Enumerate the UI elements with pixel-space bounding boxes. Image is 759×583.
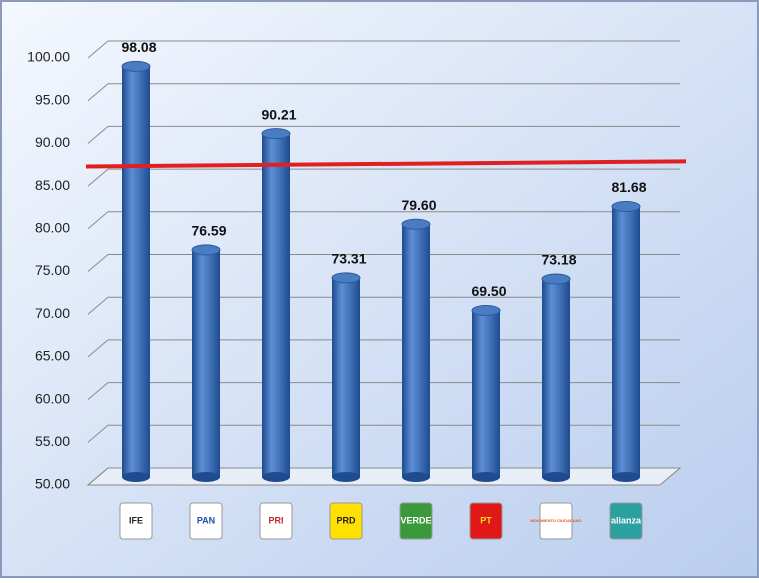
x-tick-label: VERDE bbox=[400, 515, 431, 525]
y-tick-label: 65.00 bbox=[35, 348, 70, 364]
logo bbox=[399, 502, 433, 540]
logo bbox=[189, 502, 223, 540]
data-label: 98.08 bbox=[121, 39, 156, 55]
logo bbox=[609, 502, 643, 540]
bar bbox=[192, 249, 220, 477]
data-label: 69.50 bbox=[471, 283, 506, 299]
y-tick-label: 100.00 bbox=[27, 49, 70, 65]
bar bbox=[542, 279, 570, 477]
data-label: 76.59 bbox=[191, 223, 226, 239]
logo bbox=[119, 502, 153, 540]
grid-line bbox=[87, 296, 680, 315]
x-tick-label: PRI bbox=[268, 515, 283, 525]
logo bbox=[259, 502, 293, 540]
y-tick-label: 60.00 bbox=[35, 390, 70, 406]
bar-base bbox=[472, 472, 500, 482]
data-label: 81.68 bbox=[611, 179, 646, 195]
bar bbox=[472, 310, 500, 477]
bar-base bbox=[332, 472, 360, 482]
bar bbox=[262, 133, 290, 477]
y-tick-label: 55.00 bbox=[35, 433, 70, 449]
bar-top bbox=[331, 272, 361, 284]
x-tick-label: IFE bbox=[129, 515, 143, 525]
bar bbox=[612, 206, 640, 477]
grid-line bbox=[87, 254, 680, 272]
logo bbox=[539, 502, 573, 540]
y-tick-label: 70.00 bbox=[35, 305, 70, 321]
bar-top bbox=[541, 273, 571, 285]
grid-line bbox=[87, 211, 680, 230]
bar-base bbox=[122, 472, 150, 482]
reference-line bbox=[85, 159, 687, 169]
bar-top bbox=[401, 218, 431, 230]
logo bbox=[329, 502, 363, 540]
x-tick-label: PRD bbox=[336, 515, 356, 525]
data-label: 73.18 bbox=[541, 252, 576, 268]
bar-base bbox=[612, 472, 640, 482]
y-tick-label: 80.00 bbox=[35, 220, 70, 236]
y-tick-label: 50.00 bbox=[35, 476, 70, 492]
bar-top bbox=[121, 60, 151, 72]
data-label: 79.60 bbox=[401, 197, 436, 213]
bar-top bbox=[261, 128, 291, 140]
data-label: 90.21 bbox=[261, 106, 296, 122]
grid-line bbox=[87, 83, 680, 102]
y-tick-label: 95.00 bbox=[35, 91, 70, 107]
data-label: 73.31 bbox=[331, 251, 366, 267]
grid-line bbox=[87, 40, 680, 59]
x-tick-label: MOVIMIENTO CIUDADANO bbox=[530, 518, 581, 523]
bar-top bbox=[191, 244, 221, 256]
bar-base bbox=[262, 472, 290, 482]
bar bbox=[122, 66, 150, 478]
x-tick-label: PT bbox=[480, 515, 492, 525]
bar-base bbox=[402, 472, 430, 482]
bar bbox=[332, 277, 360, 477]
bar-top bbox=[471, 304, 501, 316]
bar-base bbox=[542, 472, 570, 482]
y-tick-label: 90.00 bbox=[35, 134, 70, 150]
floor bbox=[86, 467, 682, 486]
bar-base bbox=[192, 472, 220, 482]
bar-top bbox=[611, 200, 641, 212]
x-tick-label: PAN bbox=[197, 515, 215, 525]
x-tick-label: alianza bbox=[611, 515, 642, 525]
grid-line bbox=[87, 125, 680, 144]
y-tick-label: 75.00 bbox=[35, 262, 70, 278]
bar bbox=[402, 224, 430, 477]
logo bbox=[469, 502, 503, 540]
y-tick-label: 85.00 bbox=[35, 177, 70, 193]
grid-line bbox=[87, 168, 680, 187]
